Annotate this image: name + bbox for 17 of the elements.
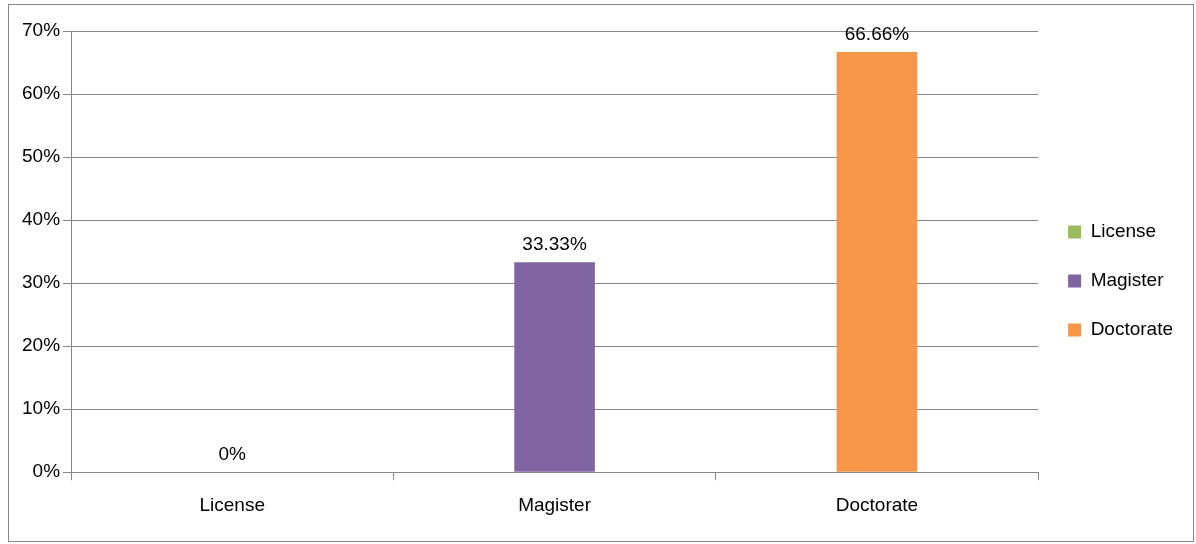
legend-label: License <box>1090 220 1157 242</box>
x-tick-label: Doctorate <box>835 493 919 515</box>
y-tick-label: 60% <box>22 82 61 104</box>
y-tick-label: 0% <box>32 460 61 482</box>
data-label: 33.33% <box>522 232 587 254</box>
legend-label: Doctorate <box>1090 318 1173 340</box>
legend-label: Magister <box>1090 269 1165 291</box>
y-tick-label: 30% <box>22 271 61 293</box>
y-tick-label: 40% <box>22 208 61 230</box>
x-tick-label: License <box>199 493 265 515</box>
y-tick-label: 50% <box>22 145 61 167</box>
data-label: 0% <box>218 442 247 464</box>
x-tick-label: Magister <box>518 493 592 515</box>
data-label: 66.66% <box>844 22 910 44</box>
y-tick-label: 70% <box>22 19 61 41</box>
y-tick-label: 10% <box>22 397 61 419</box>
y-tick-label: 20% <box>22 334 61 356</box>
